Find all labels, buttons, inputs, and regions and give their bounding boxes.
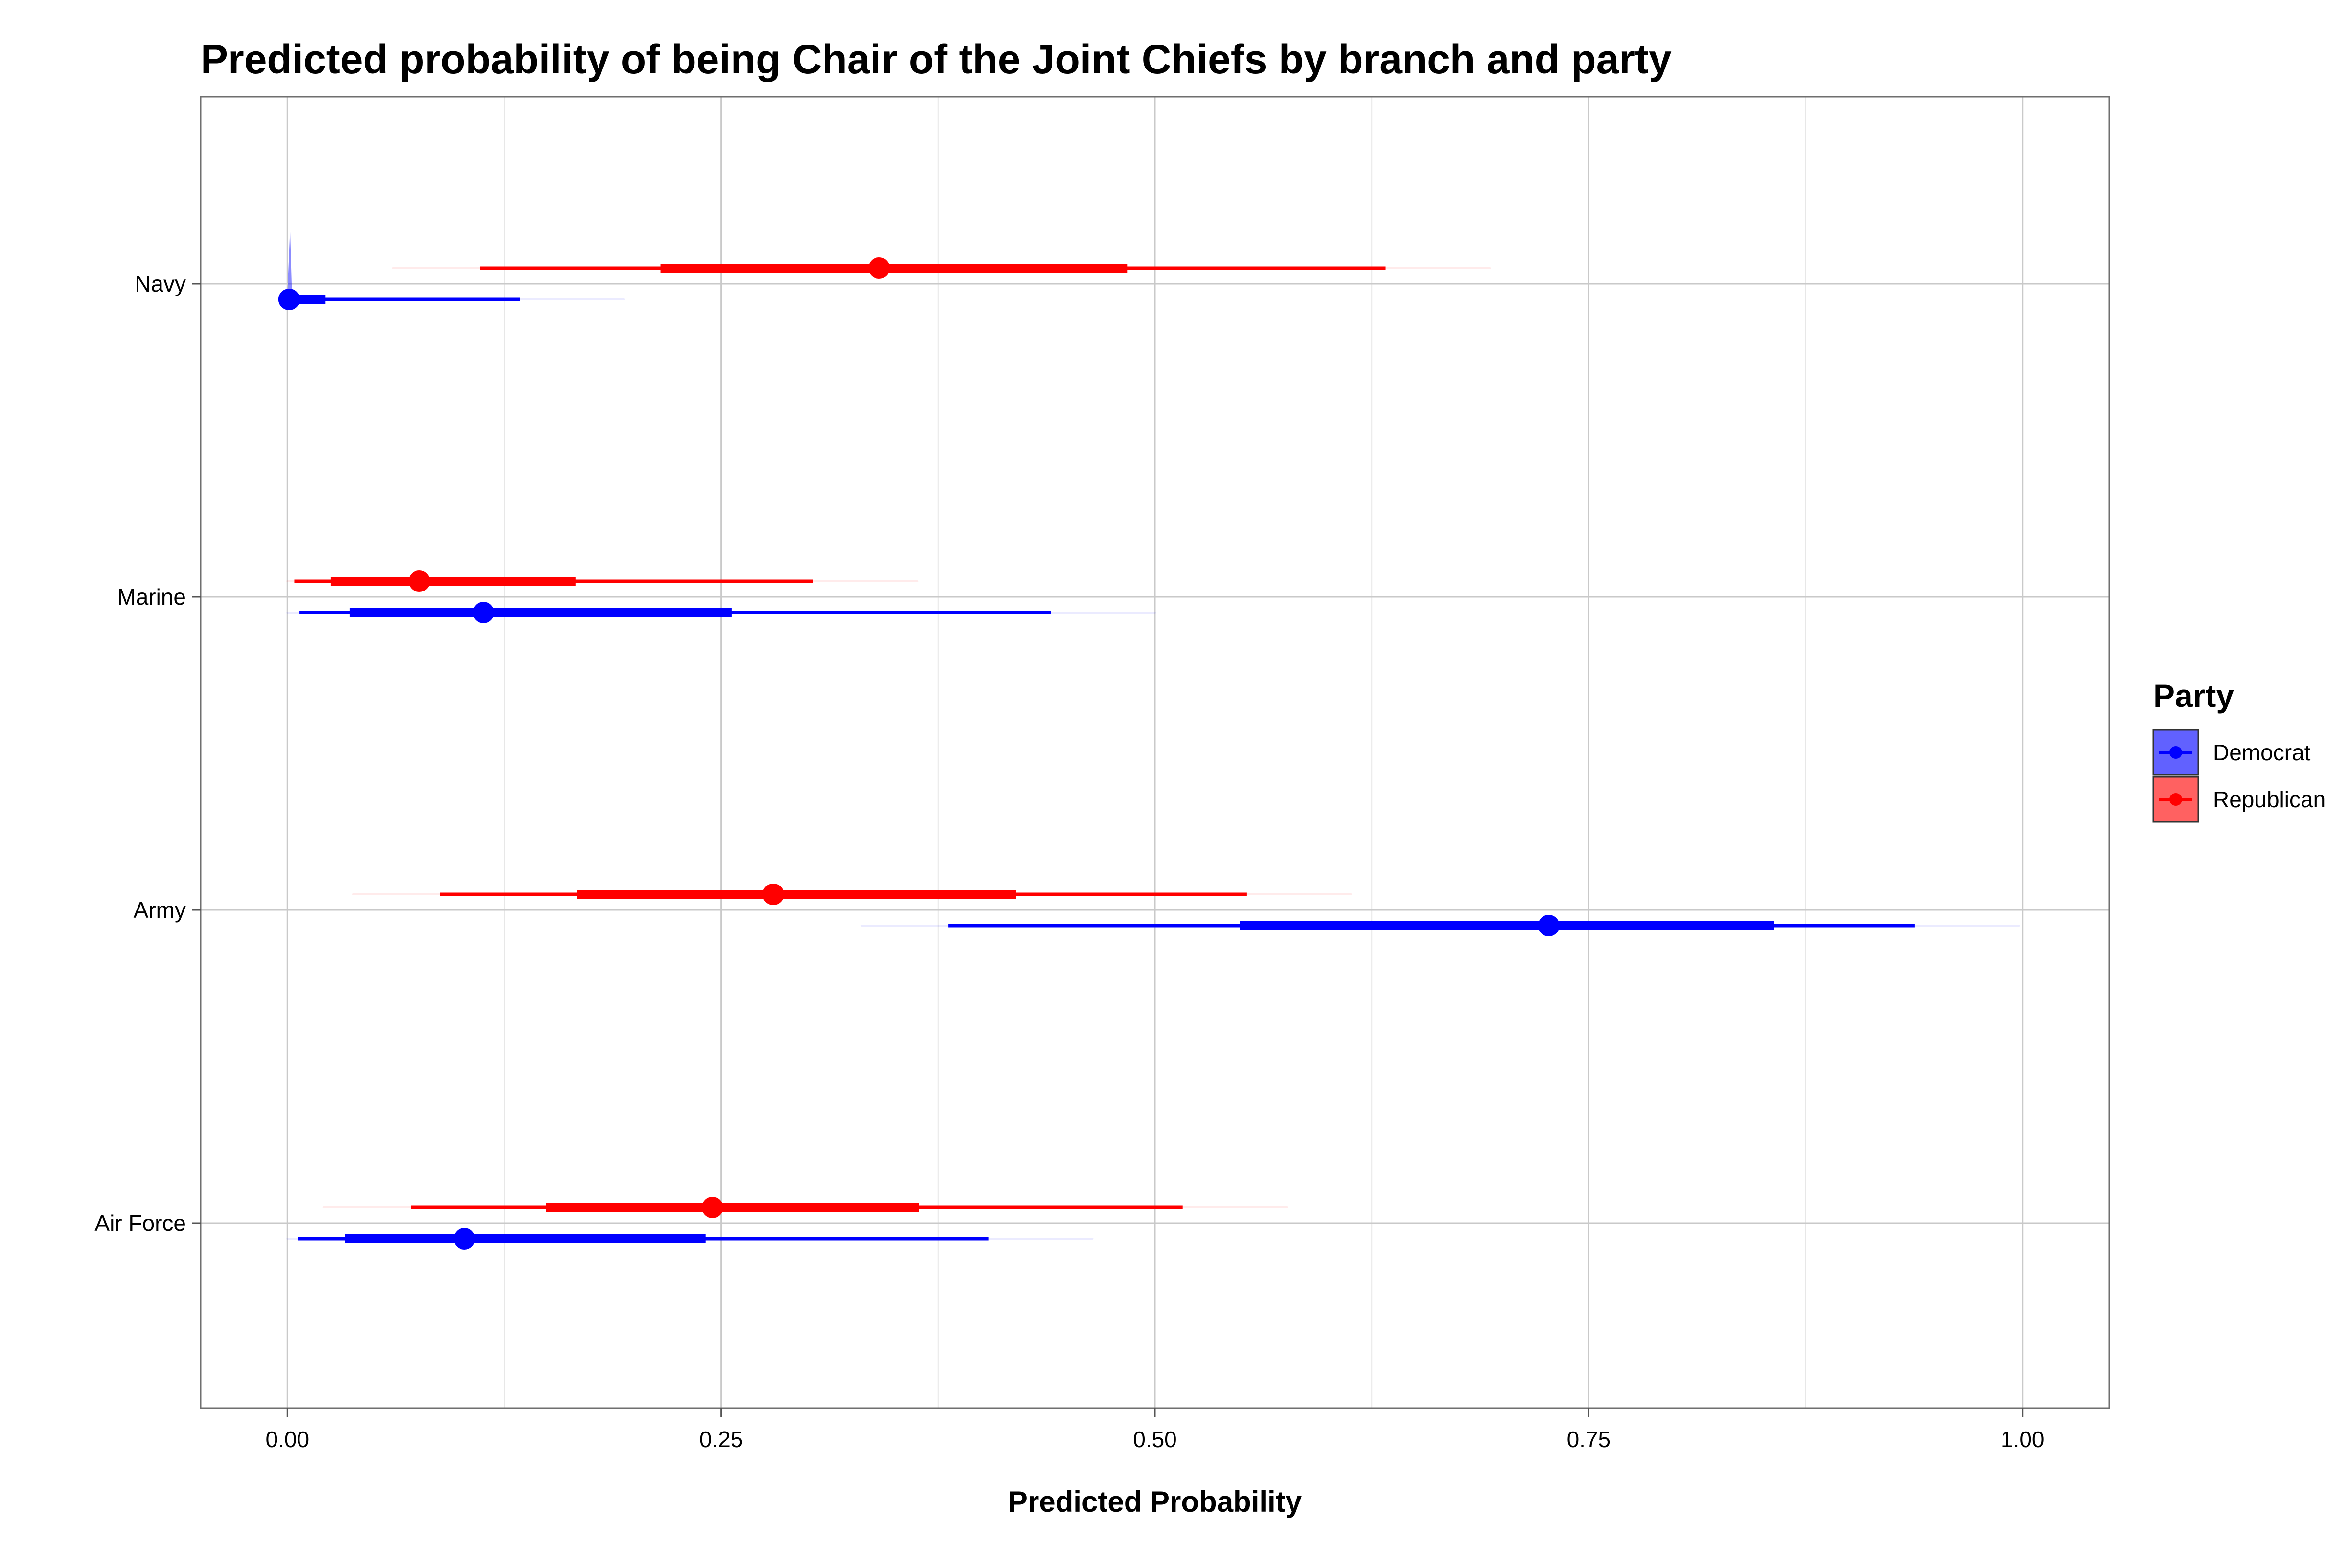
y-axis-tick-label: Army [134,897,186,923]
navy-democrat-density-spike [287,228,292,299]
y-axis-tick-label: Marine [117,584,186,610]
median-point [1538,915,1560,936]
x-axis-tick-label: 1.00 [2001,1427,2045,1452]
x-axis-tick-label: 0.00 [266,1427,310,1452]
median-point [472,602,494,623]
x-axis-tick-label: 0.75 [1567,1427,1611,1452]
median-point [408,570,430,592]
legend-label-democrat: Democrat [2213,740,2311,765]
legend-point-republican [2169,793,2182,806]
series-layer [278,228,2020,1250]
x-axis-tick-label: 0.25 [699,1427,743,1452]
x-axis-tick-label: 0.50 [1133,1427,1177,1452]
median-point [868,257,890,279]
legend-label-republican: Republican [2213,787,2326,812]
chart-title: Predicted probability of being Chair of … [201,36,1672,82]
grid-layer [201,97,2109,1408]
median-point [278,289,300,310]
series-republican [286,257,1491,1218]
y-axis-tick-label: Air Force [94,1210,186,1236]
median-point [701,1197,723,1218]
x-axis-title: Predicted Probability [1008,1485,1302,1518]
tick-layer: 0.00 0.25 0.50 0.75 1.00 Navy Marine Army Air Fo… [94,271,2044,1452]
median-point [762,884,784,905]
legend: Democrat Republican [2152,729,2326,823]
series-democrat [278,289,2020,1250]
legend-title: Party [2153,678,2234,714]
legend-point-democrat [2169,746,2182,759]
median-point [453,1228,475,1250]
y-axis-tick-label: Navy [135,271,186,296]
